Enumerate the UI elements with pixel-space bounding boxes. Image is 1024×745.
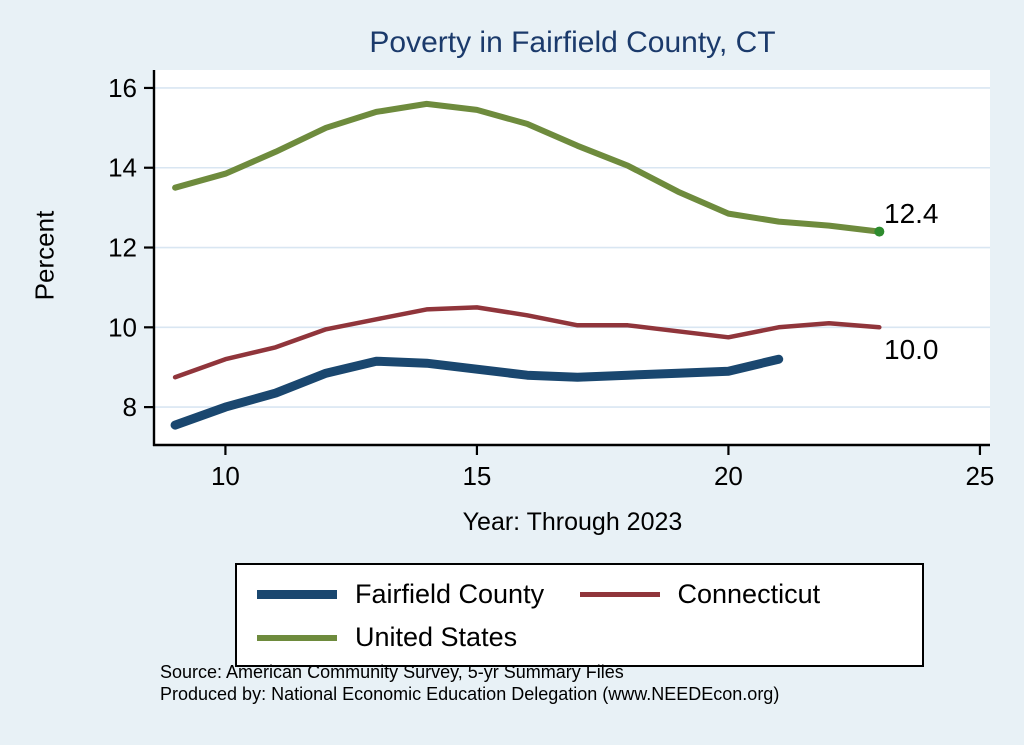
y-tick-label: 12 — [108, 233, 137, 263]
series-line-connecticut — [172, 305, 882, 380]
x-axis-label: Year: Through 2023 — [462, 508, 683, 536]
series-end-marker — [874, 226, 885, 237]
series-line-united-states — [172, 100, 883, 235]
source-notes: Source: American Community Survey, 5-yr … — [160, 662, 779, 706]
legend-item-connecticut: Connecticut — [579, 579, 903, 610]
legend-item-united-states: United States — [257, 622, 580, 653]
legend-swatch-0 — [257, 590, 337, 599]
legend-label-united-states: United States — [355, 622, 518, 652]
end-value-connecticut: 10.0 — [884, 334, 939, 365]
y-tick-label: 16 — [108, 73, 137, 103]
legend-swatch-2 — [257, 634, 337, 641]
x-tick-label: 15 — [462, 461, 491, 491]
legend-spacer — [580, 622, 903, 653]
y-tick-label: 10 — [108, 312, 137, 342]
x-tick-label: 20 — [714, 461, 743, 491]
legend-label-fairfield-county: Fairfield County — [355, 579, 545, 609]
source-line-1: Source: American Community Survey, 5-yr … — [160, 662, 624, 682]
series-line-fairfield-county — [170, 354, 784, 430]
legend: Fairfield County Connecticut United Stat… — [235, 563, 924, 667]
y-axis-label: Percent — [29, 210, 60, 301]
legend-label-connecticut: Connecticut — [677, 579, 821, 609]
y-tick-label: 14 — [108, 153, 137, 183]
end-value-united-states: 12.4 — [884, 198, 939, 229]
y-tick-label: 8 — [123, 392, 137, 422]
x-tick-label: 10 — [211, 461, 240, 491]
legend-item-fairfield-county: Fairfield County — [257, 579, 580, 610]
chart-title: Poverty in Fairfield County, CT — [369, 26, 776, 59]
source-line-2: Produced by: National Economic Education… — [160, 683, 780, 704]
x-tick-label: 25 — [965, 461, 994, 491]
legend-swatch-1 — [579, 592, 660, 597]
